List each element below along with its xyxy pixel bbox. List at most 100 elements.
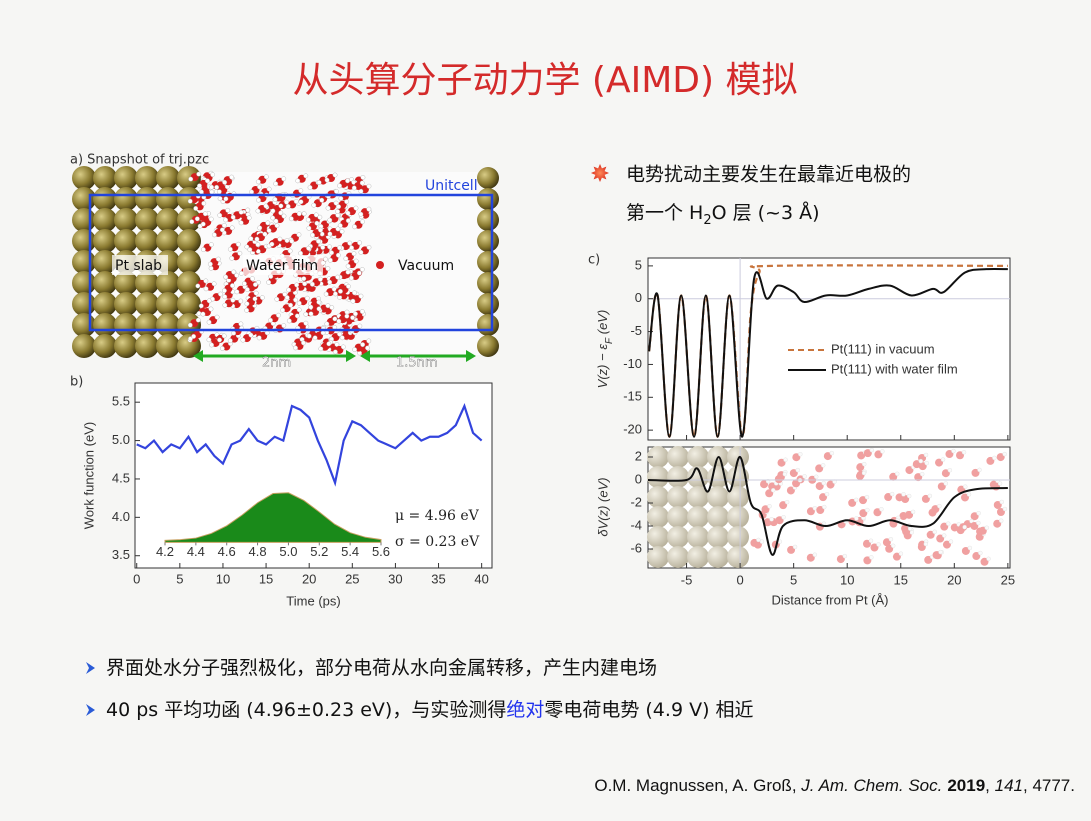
hydrogen	[216, 189, 222, 195]
pt-atom	[687, 526, 709, 548]
hydrogen	[286, 287, 292, 293]
hydrogen	[272, 197, 278, 202]
hydrogen	[824, 491, 830, 497]
hydrogen	[223, 274, 229, 280]
pt-atom	[177, 229, 201, 253]
hydrogen	[286, 318, 292, 324]
hydrogen	[287, 248, 293, 254]
pt-atom	[477, 272, 499, 294]
pt-atom	[727, 526, 749, 548]
hydrogen	[946, 521, 951, 526]
hydrogen	[967, 545, 973, 551]
hydrogen	[345, 178, 350, 184]
x-tick-label: 0	[736, 572, 743, 587]
hydrogen	[221, 333, 227, 339]
pt-atom	[114, 292, 138, 316]
oxygen	[884, 493, 893, 502]
oxygen	[779, 501, 788, 510]
hydrogen	[202, 211, 208, 217]
oxygen	[993, 519, 1002, 528]
hydrogen	[248, 236, 254, 242]
oxygen	[750, 538, 759, 547]
oxygen	[786, 486, 795, 495]
hydrogen	[802, 474, 807, 479]
hydrogen	[344, 313, 350, 319]
oxygen	[760, 480, 769, 489]
hydrogen	[869, 447, 875, 453]
label-part: (eV)	[595, 310, 610, 338]
hist-tick-label: 5.4	[341, 544, 359, 559]
hydrogen	[812, 552, 817, 557]
oxygen	[859, 509, 868, 518]
hydrogen	[331, 286, 337, 292]
hydrogen	[205, 178, 210, 184]
y-tick-label: -10	[623, 356, 642, 371]
x-tick-label: 5	[790, 572, 797, 587]
oxygen	[993, 500, 1002, 509]
pt-atom	[477, 293, 499, 315]
hydrogen	[255, 179, 261, 185]
y-tick-label: 4.5	[112, 470, 130, 485]
hydrogen	[335, 252, 341, 258]
hydrogen	[306, 225, 312, 231]
hydrogen	[305, 217, 311, 223]
hydrogen	[194, 216, 200, 222]
y-tick-label: 4.0	[112, 509, 130, 524]
pt-atom	[135, 313, 159, 337]
hydrogen	[197, 183, 202, 189]
hydrogen	[352, 224, 357, 230]
oxygen	[765, 489, 774, 498]
pt-atom	[177, 187, 201, 211]
oxygen	[931, 505, 940, 514]
hydrogen	[359, 180, 365, 186]
hydrogen	[263, 174, 269, 180]
hydrogen	[196, 311, 202, 316]
hydrogen	[358, 249, 364, 255]
work-function-line	[136, 402, 483, 487]
hydrogen	[312, 335, 318, 341]
pt-atom	[135, 292, 159, 316]
pt-atom	[156, 229, 180, 253]
x-tick-label: 10	[840, 572, 854, 587]
hydrogen	[293, 199, 299, 204]
hydrogen	[208, 216, 214, 222]
oxygen	[815, 464, 824, 473]
hydrogen	[356, 270, 362, 276]
hydrogen	[222, 179, 228, 185]
label-bg	[112, 255, 168, 275]
hydrogen	[865, 507, 870, 513]
pt-atom	[177, 208, 201, 232]
y-tick-label: -20	[623, 422, 642, 437]
hydrogen	[224, 184, 230, 190]
oxygen	[862, 539, 871, 548]
hydrogen	[963, 484, 968, 489]
hydrogen	[767, 504, 772, 509]
hydrogen	[217, 212, 223, 218]
oxygen	[978, 526, 987, 535]
hydrogen	[206, 319, 212, 325]
hydrogen	[350, 298, 356, 304]
hydrogen	[327, 231, 333, 237]
hydrogen	[265, 220, 271, 226]
oxygen	[826, 480, 835, 489]
panel-a: a) Snapshot of trj.pzc Unitcell Pt slab Wat…	[70, 153, 499, 371]
hydrogen	[334, 342, 340, 347]
hydrogen	[222, 288, 227, 294]
oxygen	[836, 555, 845, 564]
hydrogen	[303, 311, 309, 317]
citation-part: J. Am. Chem. Soc.	[800, 776, 942, 795]
pt-atom	[135, 229, 159, 253]
vacuum-width: 1.5nm	[396, 356, 438, 371]
hydrogen	[332, 316, 338, 322]
hydrogen	[351, 185, 357, 191]
pt-atom	[156, 292, 180, 316]
y-tick-label: -2	[630, 494, 642, 509]
oxygen	[905, 510, 914, 519]
hydrogen	[966, 492, 972, 497]
hydrogen	[210, 172, 215, 178]
oxygen	[776, 473, 785, 482]
hydrogen	[345, 263, 351, 269]
slide-title: 从头算分子动力学 (AIMD) 模拟	[292, 60, 797, 101]
